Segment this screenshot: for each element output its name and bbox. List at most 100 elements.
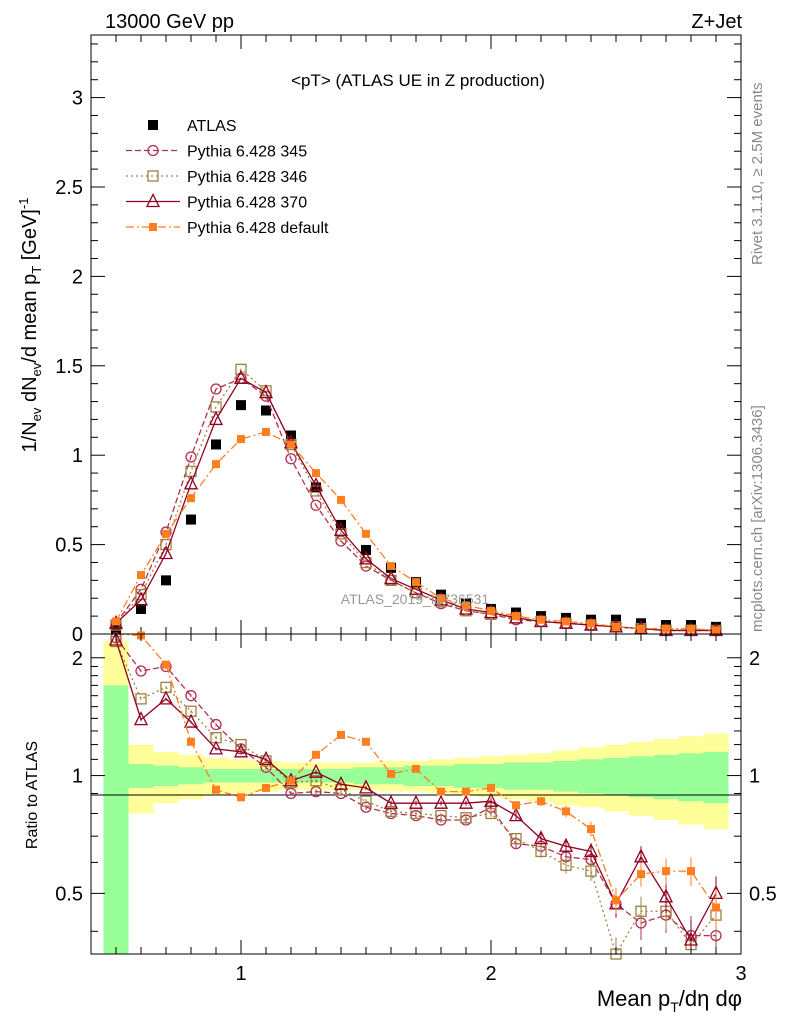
legend-label: Pythia 6.428 346 <box>187 169 307 186</box>
main-point-pythia-6-428-default <box>587 619 595 628</box>
ratio-point-pythia-6-428-default <box>412 764 420 773</box>
plot-title: <pT> (ATLAS UE in Z production) <box>291 71 545 90</box>
main-point-pythia-6-428-370 <box>333 521 349 536</box>
main-point-atlas <box>161 575 171 586</box>
green-band-bin <box>528 762 554 790</box>
ratio-point-pythia-6-428-346 <box>310 775 322 787</box>
ratio-panel: 0.5 0.5 1 1 2 2 1 2 3 <box>55 631 777 985</box>
main-point-pythia-6-428-370 <box>308 477 324 492</box>
main-point-pythia-6-428-default <box>712 626 720 635</box>
green-band-bin <box>128 764 154 788</box>
main-point-pythia-6-428-default <box>662 624 670 633</box>
green-band-bin <box>553 760 579 792</box>
mcplots-label: mcplots.cern.ch [arXiv:1306.3436] <box>749 405 766 632</box>
ratio-point-pythia-6-428-346 <box>385 805 397 818</box>
ratio-point-pythia-6-428-370 <box>558 837 574 852</box>
ratio-point-pythia-6-428-346 <box>510 832 522 845</box>
green-band-bin <box>428 765 454 787</box>
green-band-bin <box>578 759 604 794</box>
legend-item-pythia-6-428-default: Pythia 6.428 default <box>126 220 329 237</box>
ratio-point-pythia-6-428-370 <box>233 743 249 758</box>
ratio-point-pythia-6-428-370 <box>583 842 599 858</box>
ratio-point-pythia-6-428-370 <box>108 631 124 646</box>
main-point-pythia-6-428-370 <box>408 580 424 595</box>
ratio-point-pythia-6-428-default <box>587 825 595 834</box>
main-point-pythia-6-428-default <box>187 494 195 503</box>
main-point-pythia-6-428-346 <box>235 363 247 376</box>
main-point-pythia-6-428-default <box>337 495 345 504</box>
main-point-pythia-6-428-345 <box>210 383 222 395</box>
ratio-point-pythia-6-428-345 <box>285 787 297 800</box>
main-y-tick-label: 1.5 <box>55 356 83 378</box>
legend: ATLAS Pythia 6.428 345 Pythia 6.428 346 Pyt… <box>126 118 329 237</box>
main-point-atlas <box>261 405 271 416</box>
ratio-y-tick-label: 1 <box>72 766 83 788</box>
ratio-point-pythia-6-428-370 <box>158 690 174 705</box>
ratio-point-pythia-6-428-default <box>687 867 695 876</box>
ratio-point-pythia-6-428-default <box>312 750 320 759</box>
main-series-group <box>108 363 724 637</box>
main-y-tick-label: 1 <box>72 445 83 467</box>
ratio-point-pythia-6-428-default <box>287 776 295 785</box>
green-band-bin <box>203 768 229 783</box>
ratio-point-pythia-6-428-default <box>187 737 195 746</box>
ratio-point-pythia-6-428-370 <box>183 713 199 728</box>
x-tick-label: 3 <box>735 963 746 985</box>
main-point-atlas <box>361 544 371 555</box>
ratio-y-tick-label-right: 1 <box>749 766 760 788</box>
main-point-pythia-6-428-default <box>362 529 370 538</box>
green-band-bin <box>228 768 254 783</box>
ratio-point-pythia-6-428-370 <box>433 794 449 809</box>
main-panel: 0 0.5 1 1.5 2 2.5 3 ATLAS_2019_I1736531 <box>55 34 742 646</box>
main-point-pythia-6-428-default <box>212 460 220 469</box>
main-point-pythia-6-428-default <box>562 617 570 626</box>
legend-label: Pythia 6.428 370 <box>187 195 307 212</box>
energy-label: 13000 GeV pp <box>105 11 234 33</box>
ratio-point-pythia-6-428-default <box>387 769 395 778</box>
legend-label: Pythia 6.428 345 <box>187 144 307 161</box>
main-point-pythia-6-428-default <box>387 562 395 571</box>
green-band-bin <box>153 765 179 787</box>
green-band-bin <box>628 756 654 798</box>
main-point-pythia-6-428-345 <box>335 535 347 547</box>
ratio-y-tick-label-right: 0.5 <box>749 883 777 905</box>
x-tick-label: 2 <box>485 963 496 985</box>
main-point-pythia-6-428-345 <box>185 451 197 463</box>
main-point-atlas <box>336 519 346 530</box>
ratio-point-pythia-6-428-default <box>712 903 720 912</box>
ratio-point-pythia-6-428-370 <box>633 848 649 863</box>
ratio-point-pythia-6-428-370 <box>258 750 274 766</box>
main-y-axis-label: 1/Nev dNev/d mean pT [GeV]-1 <box>16 198 44 453</box>
ratio-point-pythia-6-428-default <box>487 783 495 792</box>
main-point-pythia-6-428-default <box>262 427 270 436</box>
ratio-point-pythia-6-428-370 <box>458 794 474 809</box>
legend-marker <box>147 144 159 157</box>
main-series-pythia-6-428-default <box>112 427 720 635</box>
main-point-pythia-6-428-default <box>287 440 295 449</box>
ratio-point-pythia-6-428-default <box>212 785 220 794</box>
main-point-pythia-6-428-default <box>237 435 245 444</box>
x-tick-label: 1 <box>235 963 246 985</box>
legend-label: Pythia 6.428 default <box>187 220 329 237</box>
ratio-point-pythia-6-428-370 <box>133 711 149 726</box>
ratio-point-pythia-6-428-346 <box>135 693 147 705</box>
ratio-point-pythia-6-428-default <box>537 797 545 806</box>
main-point-pythia-6-428-370 <box>258 384 274 399</box>
main-point-pythia-6-428-default <box>162 529 170 538</box>
ratio-point-pythia-6-428-345 <box>135 665 147 677</box>
rivet-version-label: Rivet 3.1.10, ≥ 2.5M events <box>749 83 766 266</box>
ratio-point-pythia-6-428-346 <box>435 809 447 822</box>
main-y-tick-label: 2.5 <box>55 177 83 199</box>
ratio-point-pythia-6-428-370 <box>508 807 524 822</box>
legend-marker <box>147 170 159 182</box>
ratio-point-pythia-6-428-370 <box>383 794 399 809</box>
ratio-point-pythia-6-428-default <box>337 730 345 739</box>
ratio-point-pythia-6-428-default <box>437 787 445 796</box>
main-point-pythia-6-428-345 <box>310 499 322 511</box>
legend-item-pythia-6-428-346: Pythia 6.428 346 <box>126 169 307 186</box>
main-point-pythia-6-428-default <box>687 624 695 633</box>
main-axis-ticks: 0 0.5 1 1.5 2 2.5 3 <box>55 35 741 646</box>
ratio-point-pythia-6-428-346 <box>460 812 472 824</box>
legend-item-pythia-6-428-345: Pythia 6.428 345 <box>126 144 307 161</box>
main-point-pythia-6-428-default <box>437 594 445 603</box>
